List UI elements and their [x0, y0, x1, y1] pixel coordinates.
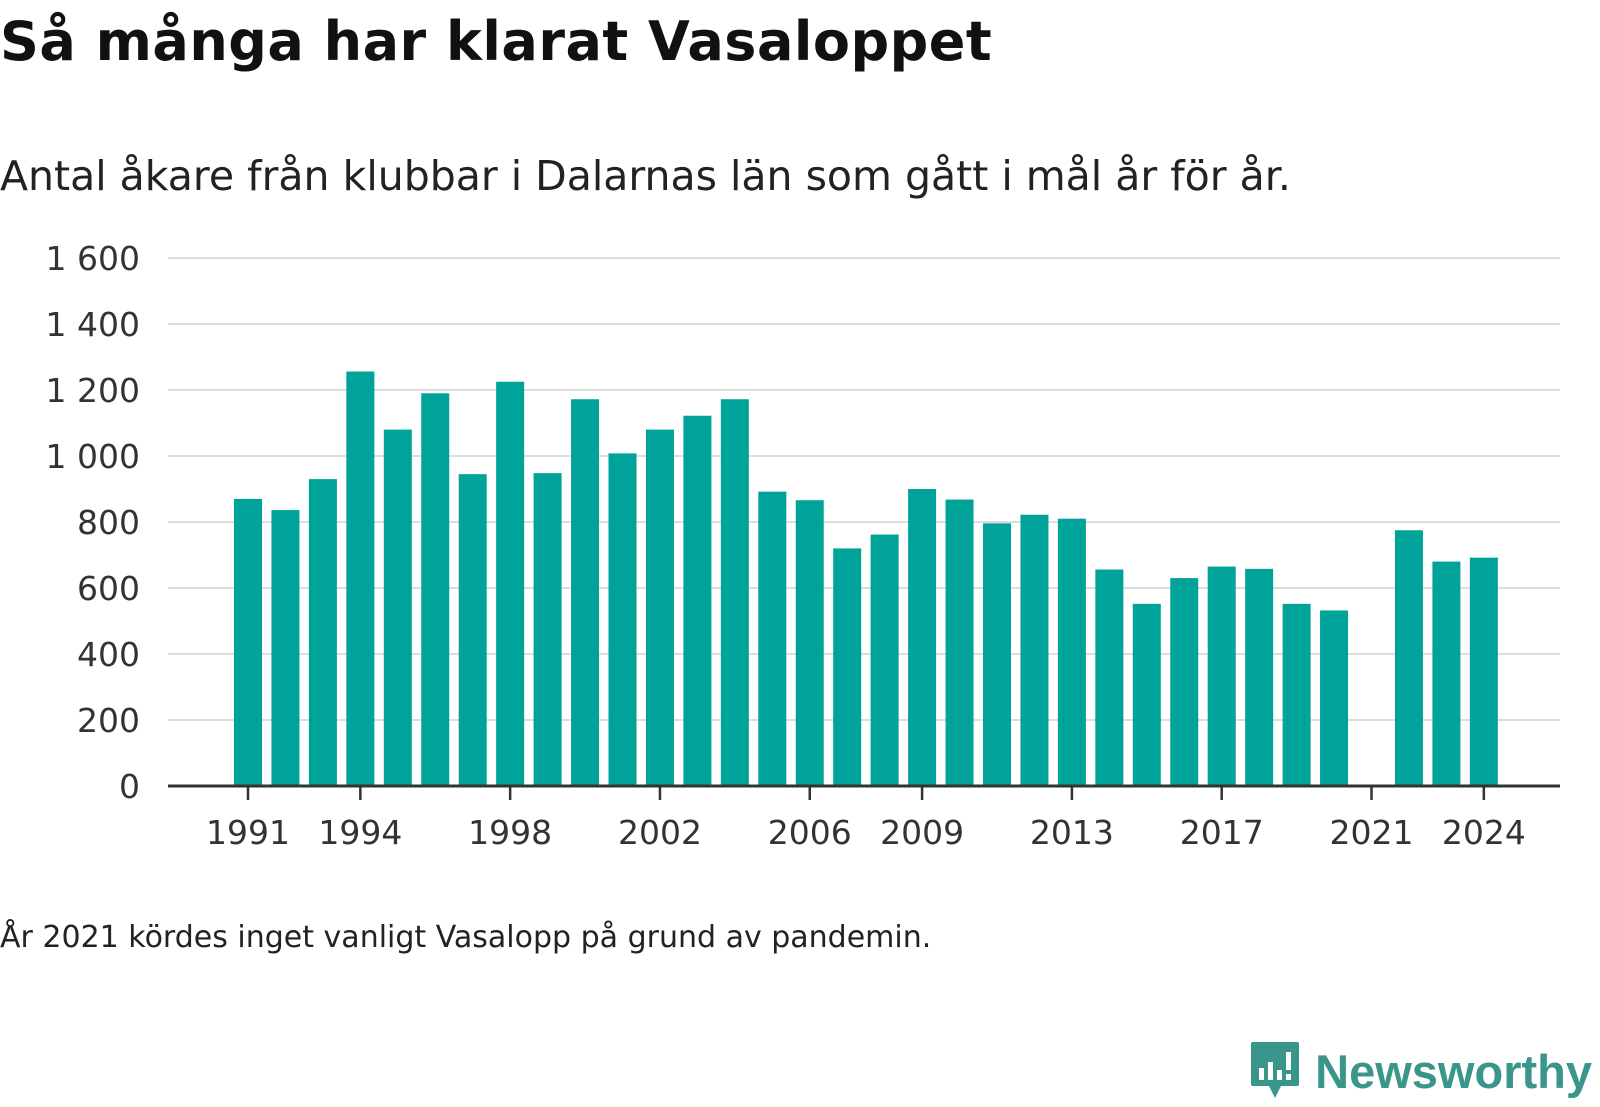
- newsworthy-logo: Newsworthy: [1249, 1035, 1592, 1107]
- bar-1993: [308, 479, 337, 786]
- bar-2020: [1320, 610, 1349, 786]
- bar-2016: [1170, 578, 1199, 786]
- bar-1997: [458, 474, 487, 786]
- y-tick-label: 800: [77, 503, 140, 542]
- bar-2024: [1469, 557, 1498, 786]
- bar-2015: [1132, 603, 1161, 786]
- bar-2007: [833, 548, 862, 786]
- y-tick-label: 200: [77, 701, 140, 740]
- x-tick-label: 2006: [768, 813, 852, 852]
- bar-2010: [945, 499, 974, 786]
- bar-2012: [1020, 514, 1049, 786]
- y-tick-label: 1 000: [46, 437, 140, 476]
- y-tick-label: 1 400: [46, 305, 140, 344]
- bar-1991: [234, 498, 262, 786]
- bar-2000: [571, 399, 600, 786]
- bar-2013: [1057, 518, 1086, 786]
- newsworthy-logo-icon: [1251, 1042, 1300, 1098]
- bar-1995: [383, 429, 412, 786]
- x-tick-label: 2024: [1442, 813, 1526, 852]
- bar-2003: [683, 415, 712, 786]
- bar-1994: [346, 371, 375, 786]
- bar-2008: [870, 534, 899, 786]
- chart-subtitle: Antal åkare från klubbar i Dalarnas län …: [0, 152, 1291, 200]
- y-tick-label: 0: [119, 767, 140, 806]
- x-tick-label: 2002: [618, 813, 702, 852]
- bar-2019: [1282, 603, 1311, 786]
- bar-1992: [271, 510, 300, 786]
- bar-2011: [983, 523, 1011, 786]
- y-tick-label: 600: [77, 569, 140, 608]
- bar-2009: [908, 489, 937, 786]
- chart-footnote: År 2021 kördes inget vanligt Vasalopp på…: [0, 920, 932, 955]
- bar-1998: [496, 381, 525, 786]
- bar-2018: [1245, 568, 1274, 786]
- bar-2014: [1095, 569, 1124, 786]
- bar-2006: [795, 500, 824, 786]
- bar-2023: [1432, 561, 1461, 786]
- x-tick-label: 2009: [880, 813, 964, 852]
- brand-name: Newsworthy: [1315, 1044, 1592, 1098]
- bar-1996: [421, 393, 450, 786]
- bar-chart: 0 200 400 600 800 1 000 1 200 1 400 1 600 1991 199…: [46, 239, 1560, 852]
- y-tick-label: 1 600: [46, 239, 140, 278]
- bar-2017: [1207, 566, 1236, 786]
- bar-2002: [645, 429, 674, 786]
- bar-2004: [720, 399, 749, 786]
- chart-title: Så många har klarat Vasaloppet: [0, 10, 993, 73]
- y-tick-label: 1 200: [46, 371, 140, 410]
- bar-2022: [1394, 530, 1423, 786]
- y-tick-label: 400: [77, 635, 140, 674]
- bar-1999: [533, 473, 562, 786]
- x-tick-label: 1994: [318, 813, 402, 852]
- bar-2005: [758, 491, 787, 786]
- x-tick-label: 2021: [1330, 813, 1414, 852]
- x-tick-label: 2017: [1180, 813, 1264, 852]
- bar-2001: [608, 453, 637, 786]
- x-tick-label: 1991: [206, 813, 290, 852]
- x-tick-label: 1998: [468, 813, 552, 852]
- x-tick-label: 2013: [1030, 813, 1114, 852]
